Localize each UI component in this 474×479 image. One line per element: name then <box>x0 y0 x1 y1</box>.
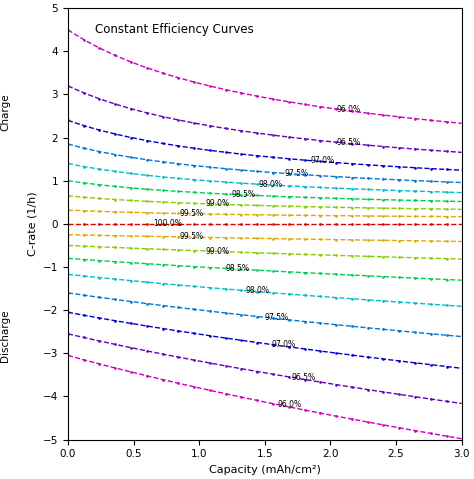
Y-axis label: C-rate (1/h): C-rate (1/h) <box>27 192 37 256</box>
Text: 97.0%: 97.0% <box>271 340 295 349</box>
Text: 99.0%: 99.0% <box>206 247 230 255</box>
Text: 96.0%: 96.0% <box>337 104 361 114</box>
Text: Discharge: Discharge <box>0 310 10 362</box>
Text: 97.0%: 97.0% <box>310 156 335 165</box>
Text: 99.5%: 99.5% <box>180 232 204 241</box>
Text: 99.0%: 99.0% <box>206 199 230 208</box>
Text: 99.5%: 99.5% <box>180 209 204 218</box>
Text: 98.5%: 98.5% <box>226 264 249 273</box>
Text: 96.5%: 96.5% <box>291 373 315 382</box>
Text: Constant Efficiency Curves: Constant Efficiency Curves <box>95 23 254 36</box>
Text: Charge: Charge <box>0 93 10 130</box>
Text: 97.5%: 97.5% <box>265 313 289 322</box>
Text: 98.0%: 98.0% <box>245 286 269 295</box>
Text: 98.0%: 98.0% <box>258 180 282 189</box>
Text: 96.5%: 96.5% <box>337 138 361 147</box>
Text: 100.0%: 100.0% <box>153 219 182 228</box>
Text: 97.5%: 97.5% <box>284 169 309 178</box>
Text: 96.0%: 96.0% <box>278 400 302 409</box>
Text: 98.5%: 98.5% <box>232 190 256 199</box>
X-axis label: Capacity (mAh/cm²): Capacity (mAh/cm²) <box>209 465 321 475</box>
